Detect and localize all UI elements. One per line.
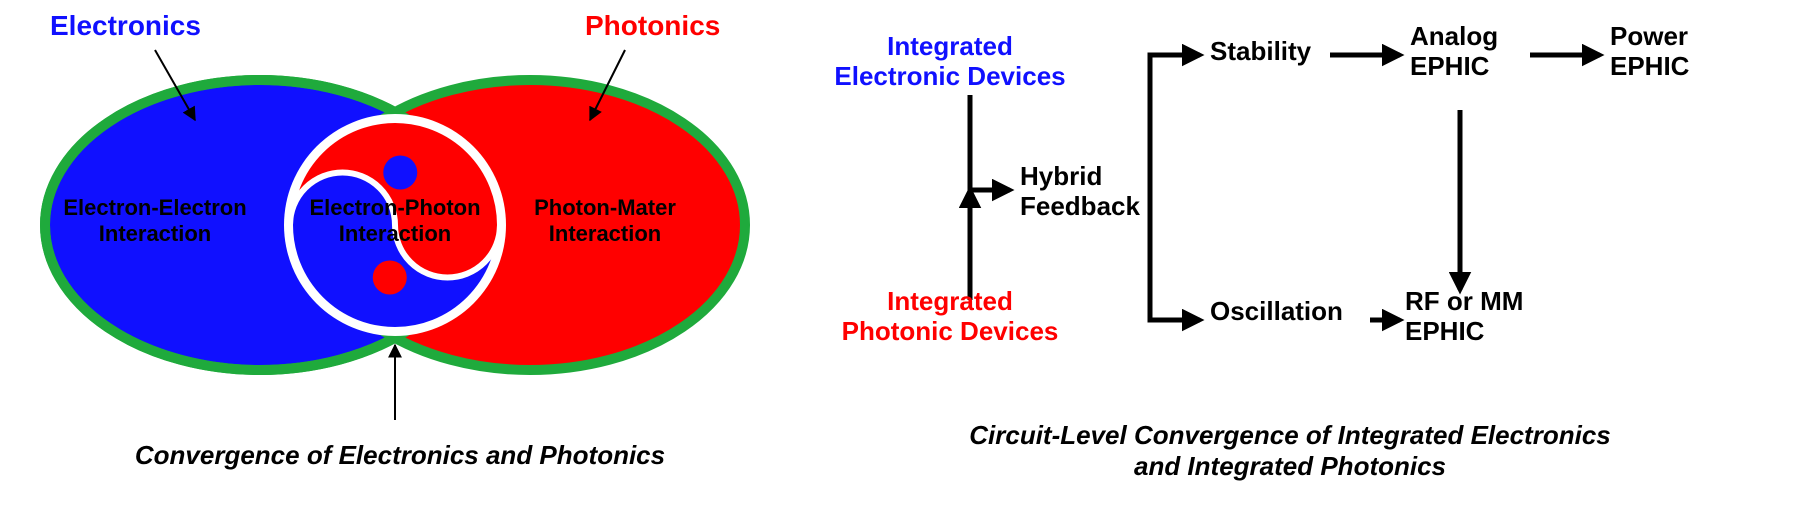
flow-node-analog-l2: EPHIC — [1410, 51, 1490, 81]
venn-caption: Convergence of Electronics and Photonics — [0, 440, 800, 471]
flow-node-phot-l2: Photonic Devices — [842, 316, 1059, 346]
flow-node-rfmm-l2: EPHIC — [1405, 316, 1485, 346]
flow-node-power-l1: Power — [1610, 21, 1688, 51]
flow-node-analog-l1: Analog — [1410, 21, 1498, 51]
flowchart: IntegratedElectronic DevicesIntegratedPh… — [0, 0, 1804, 420]
flow-node-elec-l2: Electronic Devices — [834, 61, 1065, 91]
flow-edge-bracket-top — [970, 95, 1010, 190]
flow-node-power-l2: EPHIC — [1610, 51, 1690, 81]
flow-node-hybrid-l1: Hybrid — [1020, 161, 1102, 191]
flow-node-rfmm-l1: RF or MM — [1405, 286, 1523, 316]
flow-caption: Circuit-Level Convergence of Integrated … — [820, 420, 1760, 482]
flow-node-stability-l1: Stability — [1210, 36, 1312, 66]
flow-edge-hybrid-stab — [1150, 55, 1200, 190]
flow-node-phot-l1: Integrated — [887, 286, 1013, 316]
flow-node-hybrid-l2: Feedback — [1020, 191, 1140, 221]
flow-node-osc-l1: Oscillation — [1210, 296, 1343, 326]
page: Electronics Photonics Electron-Electron … — [0, 0, 1804, 507]
flow-edge-hybrid-osc — [1150, 190, 1200, 320]
flow-nodes: IntegratedElectronic DevicesIntegratedPh… — [834, 21, 1689, 346]
flow-node-elec-l1: Integrated — [887, 31, 1013, 61]
